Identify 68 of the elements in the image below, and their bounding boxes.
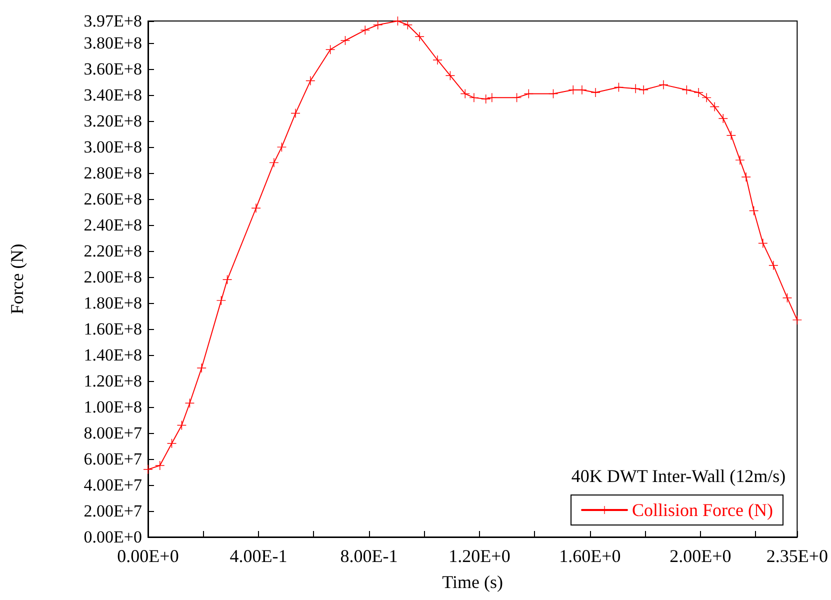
point [277, 142, 286, 152]
point [639, 85, 648, 94]
x-tick-label: 1.20E+0 [448, 546, 510, 566]
y-tick-label: 2.40E+8 [84, 216, 142, 235]
y-tick-label: 2.00E+7 [84, 502, 142, 521]
y-tick-label: 6.00E+7 [84, 450, 142, 469]
point [216, 296, 226, 305]
y-tick-label: 8.00E+7 [84, 424, 142, 443]
point [710, 102, 720, 112]
y-tick-label: 3.00E+8 [84, 138, 142, 157]
point [487, 93, 496, 102]
x-axis-title: Time (s) [442, 572, 504, 592]
x-tick-label: 0.00E+0 [117, 546, 179, 566]
point [360, 26, 370, 35]
y-tick-label: 1.80E+8 [84, 294, 142, 313]
y-tick-label: 3.40E+8 [84, 86, 142, 105]
y-tick-label: 0.00E+0 [84, 528, 142, 546]
y-tick-label: 1.00E+8 [84, 398, 142, 417]
x-tick-label: 8.00E-1 [340, 546, 398, 566]
point [373, 20, 382, 30]
x-tick-label: 1.60E+0 [559, 546, 621, 566]
point [694, 88, 704, 97]
point [768, 260, 778, 270]
legend-label: Collision Force (N) [632, 500, 774, 520]
y-tick-label: 2.00E+8 [84, 268, 142, 287]
point [393, 16, 402, 26]
y-tick-label: 1.40E+8 [84, 346, 142, 365]
x-tick-label: 2.35E+0 [766, 546, 828, 566]
point [742, 172, 751, 182]
point [631, 84, 640, 94]
y-tick-label: 2.80E+8 [84, 164, 142, 183]
point [415, 32, 424, 42]
y-tick-label: 2.60E+8 [84, 190, 142, 209]
point [326, 45, 335, 54]
point [591, 88, 600, 97]
y-tick-label: 3.60E+8 [84, 60, 142, 79]
point [718, 114, 728, 123]
y-tick-label: 1.20E+8 [84, 372, 142, 391]
point [167, 438, 176, 448]
point [658, 80, 668, 90]
x-tick-label: 2.00E+0 [670, 546, 732, 566]
point [155, 461, 164, 470]
point [469, 93, 478, 102]
y-tick-label: 2.20E+8 [84, 242, 142, 261]
y-axis-title: Force (N) [7, 244, 27, 314]
point [702, 93, 712, 102]
point [340, 36, 350, 45]
y-tick-label: 3.97E+8 [84, 12, 142, 30]
x-tick-label: 4.00E-1 [230, 546, 288, 566]
point [758, 238, 768, 248]
point [481, 94, 490, 104]
annotation: 40K DWT Inter-Wall (12m/s) [571, 466, 786, 486]
point [403, 20, 412, 30]
point [306, 76, 315, 86]
point [144, 464, 152, 474]
point [446, 71, 455, 80]
y-tick-label: 3.80E+8 [84, 34, 142, 53]
y-tick-label: 3.20E+8 [84, 112, 142, 131]
point [197, 364, 206, 373]
point [735, 156, 744, 165]
point [269, 158, 278, 168]
y-tick-label: 4.00E+7 [84, 476, 142, 495]
point [252, 204, 261, 213]
point [433, 55, 442, 64]
point [577, 85, 586, 94]
point [792, 315, 802, 324]
y-tick-label: 1.60E+8 [84, 320, 142, 339]
point [291, 108, 300, 118]
